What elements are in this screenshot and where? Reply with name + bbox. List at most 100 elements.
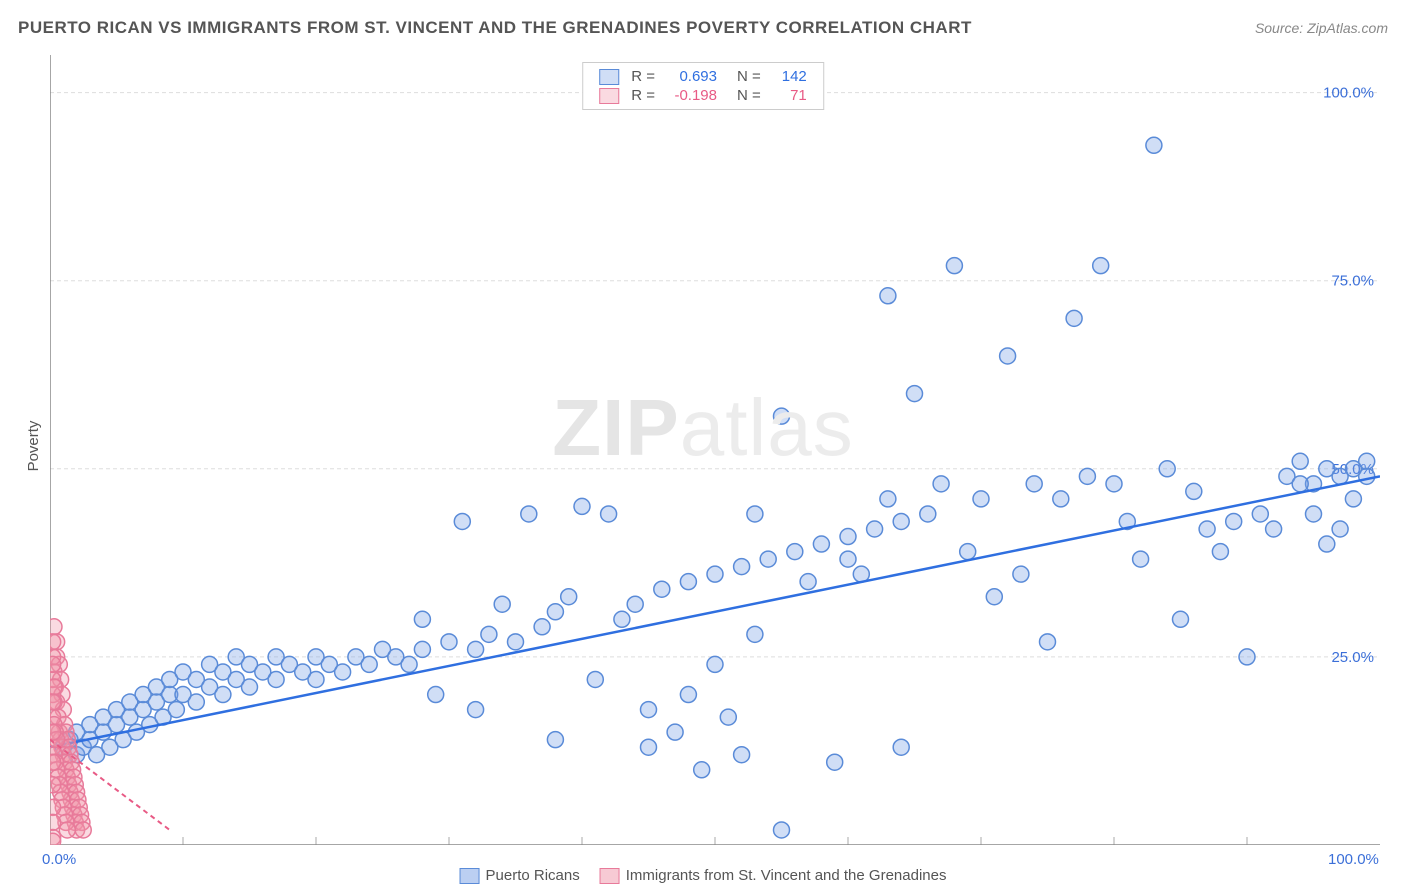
data-point-puerto_ricans <box>168 702 184 718</box>
data-point-puerto_ricans <box>880 491 896 507</box>
x-origin-label: 0.0% <box>42 851 76 868</box>
data-point-puerto_ricans <box>268 671 284 687</box>
x-max-label: 100.0% <box>1328 851 1379 868</box>
data-point-puerto_ricans <box>481 626 497 642</box>
data-point-puerto_ricans <box>441 634 457 650</box>
legend-item: Immigrants from St. Vincent and the Gren… <box>600 867 947 884</box>
data-point-puerto_ricans <box>747 506 763 522</box>
correlation-legend: R =0.693N =142R =-0.198N =71 <box>582 62 824 110</box>
y-tick-label: 75.0% <box>1331 273 1374 290</box>
data-point-puerto_ricans <box>1319 536 1335 552</box>
data-point-svg_immigrants <box>59 822 75 838</box>
data-point-puerto_ricans <box>840 529 856 545</box>
data-point-puerto_ricans <box>468 702 484 718</box>
data-point-puerto_ricans <box>707 566 723 582</box>
data-point-svg_immigrants <box>50 777 61 793</box>
data-point-puerto_ricans <box>1159 461 1175 477</box>
data-point-puerto_ricans <box>986 589 1002 605</box>
data-point-puerto_ricans <box>508 634 524 650</box>
data-point-puerto_ricans <box>933 476 949 492</box>
data-point-puerto_ricans <box>1146 137 1162 153</box>
data-point-puerto_ricans <box>1133 551 1149 567</box>
data-point-puerto_ricans <box>468 641 484 657</box>
data-point-puerto_ricans <box>414 611 430 627</box>
data-point-puerto_ricans <box>1319 461 1335 477</box>
data-point-puerto_ricans <box>335 664 351 680</box>
data-point-puerto_ricans <box>1266 521 1282 537</box>
data-point-svg_immigrants <box>50 814 61 830</box>
y-axis-label: Poverty <box>25 421 42 472</box>
data-point-puerto_ricans <box>361 656 377 672</box>
data-point-puerto_ricans <box>1239 649 1255 665</box>
data-point-puerto_ricans <box>680 687 696 703</box>
data-point-puerto_ricans <box>813 536 829 552</box>
data-point-puerto_ricans <box>308 671 324 687</box>
data-point-svg_immigrants <box>50 656 61 672</box>
data-point-puerto_ricans <box>734 747 750 763</box>
data-point-puerto_ricans <box>587 671 603 687</box>
data-point-puerto_ricans <box>627 596 643 612</box>
data-point-puerto_ricans <box>1212 544 1228 560</box>
data-point-puerto_ricans <box>1292 453 1308 469</box>
data-point-puerto_ricans <box>880 288 896 304</box>
data-point-puerto_ricans <box>601 506 617 522</box>
data-point-puerto_ricans <box>694 762 710 778</box>
data-point-puerto_ricans <box>401 656 417 672</box>
data-point-puerto_ricans <box>641 739 657 755</box>
data-point-puerto_ricans <box>454 513 470 529</box>
chart-source: Source: ZipAtlas.com <box>1255 20 1388 36</box>
data-point-puerto_ricans <box>494 596 510 612</box>
data-point-puerto_ricans <box>1013 566 1029 582</box>
data-point-puerto_ricans <box>1053 491 1069 507</box>
data-point-puerto_ricans <box>760 551 776 567</box>
data-point-puerto_ricans <box>414 641 430 657</box>
data-point-puerto_ricans <box>215 687 231 703</box>
data-point-puerto_ricans <box>840 551 856 567</box>
data-point-puerto_ricans <box>907 386 923 402</box>
series-legend: Puerto RicansImmigrants from St. Vincent… <box>460 867 947 884</box>
y-tick-label: 25.0% <box>1331 649 1374 666</box>
data-point-puerto_ricans <box>720 709 736 725</box>
data-point-puerto_ricans <box>946 258 962 274</box>
data-point-puerto_ricans <box>1026 476 1042 492</box>
data-point-puerto_ricans <box>667 724 683 740</box>
data-point-puerto_ricans <box>893 739 909 755</box>
data-point-puerto_ricans <box>428 687 444 703</box>
data-point-puerto_ricans <box>1186 483 1202 499</box>
data-point-puerto_ricans <box>1040 634 1056 650</box>
data-point-puerto_ricans <box>534 619 550 635</box>
data-point-puerto_ricans <box>242 679 258 695</box>
data-point-svg_immigrants <box>50 679 62 695</box>
y-tick-label: 100.0% <box>1323 85 1374 102</box>
data-point-puerto_ricans <box>1199 521 1215 537</box>
data-point-puerto_ricans <box>680 574 696 590</box>
data-point-svg_immigrants <box>75 822 91 838</box>
plot-svg: 25.0%50.0%75.0%100.0% <box>50 55 1380 845</box>
data-point-puerto_ricans <box>654 581 670 597</box>
data-point-svg_immigrants <box>50 799 61 815</box>
data-point-svg_immigrants <box>50 754 61 770</box>
data-point-puerto_ricans <box>747 626 763 642</box>
data-point-puerto_ricans <box>800 574 816 590</box>
data-point-puerto_ricans <box>561 589 577 605</box>
data-point-puerto_ricans <box>1226 513 1242 529</box>
data-point-puerto_ricans <box>973 491 989 507</box>
data-point-puerto_ricans <box>1000 348 1016 364</box>
data-point-puerto_ricans <box>188 694 204 710</box>
data-point-puerto_ricans <box>1079 468 1095 484</box>
plot-area: 25.0%50.0%75.0%100.0% <box>50 55 1380 845</box>
legend-stat-row-puerto_ricans: R =0.693N =142 <box>593 67 813 86</box>
data-point-puerto_ricans <box>1359 453 1375 469</box>
data-point-puerto_ricans <box>1106 476 1122 492</box>
data-point-puerto_ricans <box>920 506 936 522</box>
data-point-puerto_ricans <box>1345 491 1361 507</box>
data-point-svg_immigrants <box>50 619 62 635</box>
data-point-puerto_ricans <box>1066 310 1082 326</box>
data-point-puerto_ricans <box>960 544 976 560</box>
data-point-puerto_ricans <box>1306 506 1322 522</box>
data-point-puerto_ricans <box>1173 611 1189 627</box>
data-point-puerto_ricans <box>1292 476 1308 492</box>
data-point-puerto_ricans <box>774 822 790 838</box>
data-point-puerto_ricans <box>1332 521 1348 537</box>
data-point-puerto_ricans <box>893 513 909 529</box>
